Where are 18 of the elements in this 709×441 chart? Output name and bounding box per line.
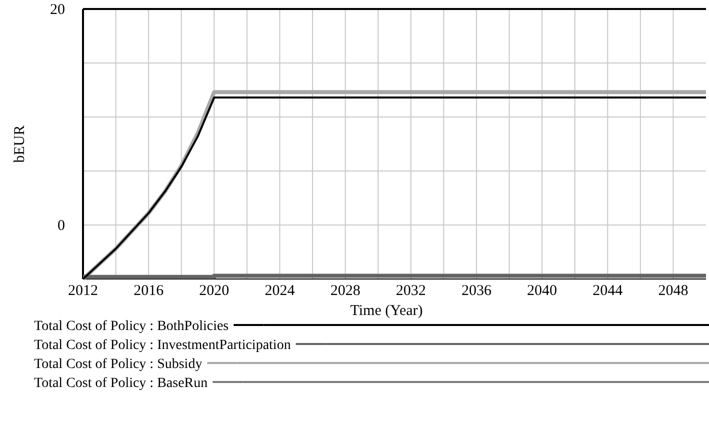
x-tick-label: 2016 (134, 283, 164, 299)
y-tick-label: 20 (50, 2, 65, 18)
x-tick-label: 2020 (199, 283, 230, 299)
x-axis-title: Time (Year) (350, 303, 423, 319)
legend-label: Total Cost of Policy : Subsidy (34, 357, 202, 372)
y-tick-label: 0 (58, 218, 65, 234)
x-tick-label: 2044 (592, 283, 624, 299)
legend-label: Total Cost of Policy : BaseRun (34, 376, 208, 391)
x-tick-label: 2036 (461, 283, 492, 299)
legend-label: Total Cost of Policy : InvestmentParticipation (34, 338, 291, 353)
x-tick-label: 2032 (396, 283, 426, 299)
x-tick-label: 2028 (330, 283, 360, 299)
legend-label: Total Cost of Policy : BothPolicies (34, 319, 229, 334)
x-tick-label: 2012 (68, 283, 98, 299)
x-tick-label: 2024 (264, 283, 296, 299)
y-axis-title: bEUR (12, 125, 28, 163)
x-tick-label: 2048 (658, 283, 688, 299)
x-tick-label: 2040 (527, 283, 558, 299)
